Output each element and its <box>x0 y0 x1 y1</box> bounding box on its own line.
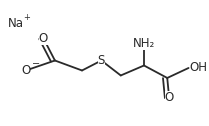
Text: +: + <box>23 13 30 22</box>
Text: S: S <box>98 54 105 67</box>
Text: NH₂: NH₂ <box>133 37 155 50</box>
Text: O: O <box>21 64 31 77</box>
Text: O: O <box>164 91 174 104</box>
Text: OH: OH <box>190 61 208 74</box>
Text: O: O <box>39 32 48 45</box>
Text: −: − <box>32 59 41 69</box>
Text: Na: Na <box>8 17 24 30</box>
